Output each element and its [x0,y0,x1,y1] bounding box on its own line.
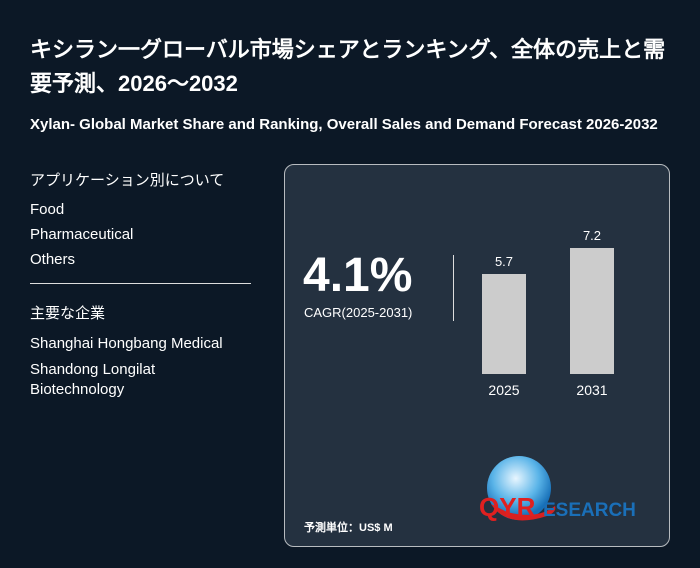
company-item: Shanghai Hongbang Medical [30,335,223,352]
applications-heading: アプリケーション別について [30,172,225,189]
bar-2031 [570,248,614,374]
separator [453,255,454,321]
cagr-value: 4.1% [303,249,413,302]
bar-value-label: 7.2 [582,228,602,243]
divider [30,283,251,284]
application-item: Food [30,201,65,218]
bar-value-label: 5.7 [494,254,514,270]
unit-label: 予測単位：US$ M [304,522,393,534]
cagr-label: CAGR(2025-2031) [304,305,413,320]
application-item: Pharmaceutical [30,226,134,243]
application-item: Others [30,251,76,268]
page-subtitle: Xylan- Global Market Share and Ranking, … [30,116,658,133]
svg-text:ESEARCH: ESEARCH [543,500,636,521]
company-item: Shandong Longilat Biotechnology [30,361,156,398]
page-title: キシラン一グローバル市場シェアとランキング、全体の売上と需要予測、2026～20… [30,37,666,96]
bar-2025 [482,274,526,374]
qyresearch-logo: QYR ESEARCH [479,456,636,522]
svg-text:QYR: QYR [479,492,536,522]
year-label: 2025 [488,382,520,398]
year-label: 2031 [576,382,608,398]
companies-heading: 主要な企業 [30,305,106,322]
